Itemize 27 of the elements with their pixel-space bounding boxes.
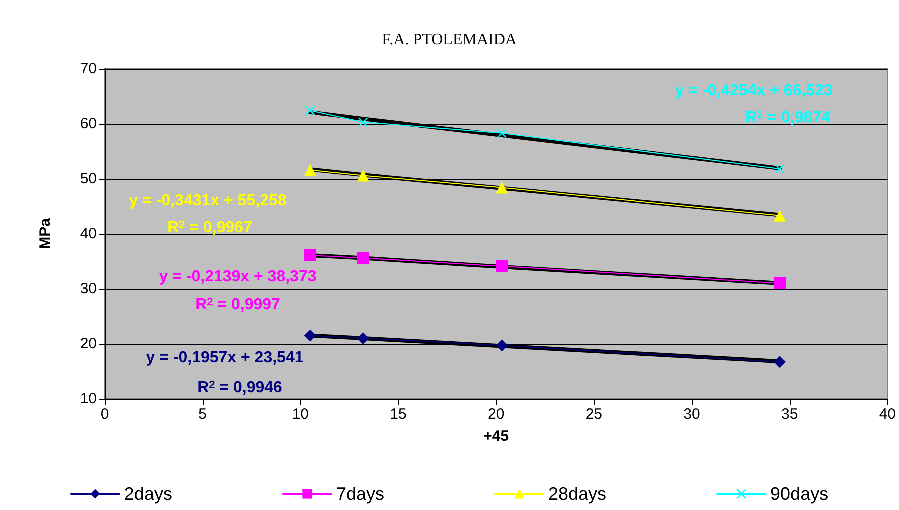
y-tick-label: 30 [80, 280, 97, 298]
x-axis-title: +45 [484, 428, 510, 445]
y-tick-label: 40 [80, 226, 97, 242]
y-tick-label: 20 [80, 336, 97, 352]
y-tick-label: 50 [80, 170, 97, 188]
legend-label: 28days [548, 484, 607, 504]
y-tick-label: 10 [80, 390, 97, 408]
x-tick-label: 20 [488, 406, 505, 423]
y-tick-label: 60 [80, 116, 97, 132]
legend-label: 7days [336, 484, 385, 504]
y-axis-title: MPa [37, 218, 54, 250]
x-tick-label: 30 [684, 406, 700, 423]
x-tick-label: 40 [879, 406, 896, 423]
legend-label: 90days [770, 484, 829, 504]
x-tick-label: 25 [586, 406, 603, 423]
annotation: y = -0,4254x + 66,523 [675, 82, 833, 100]
annotation: y = -0,3431x + 55,258 [129, 192, 287, 210]
x-tick-label: 0 [100, 406, 110, 423]
x-tick-label: 15 [390, 406, 407, 423]
x-tick-label: 35 [781, 406, 798, 423]
chart-title: F.A. PTOLEMAIDA [382, 32, 518, 48]
x-tick-label: 5 [198, 406, 208, 423]
annotation: y = -0,2139x + 38,373 [159, 268, 317, 286]
x-tick-label: 10 [292, 406, 310, 423]
legend-label: 2days [124, 484, 172, 504]
y-tick-label: 70 [80, 60, 97, 78]
annotation: y = -0,1957x + 23,541 [146, 350, 304, 366]
